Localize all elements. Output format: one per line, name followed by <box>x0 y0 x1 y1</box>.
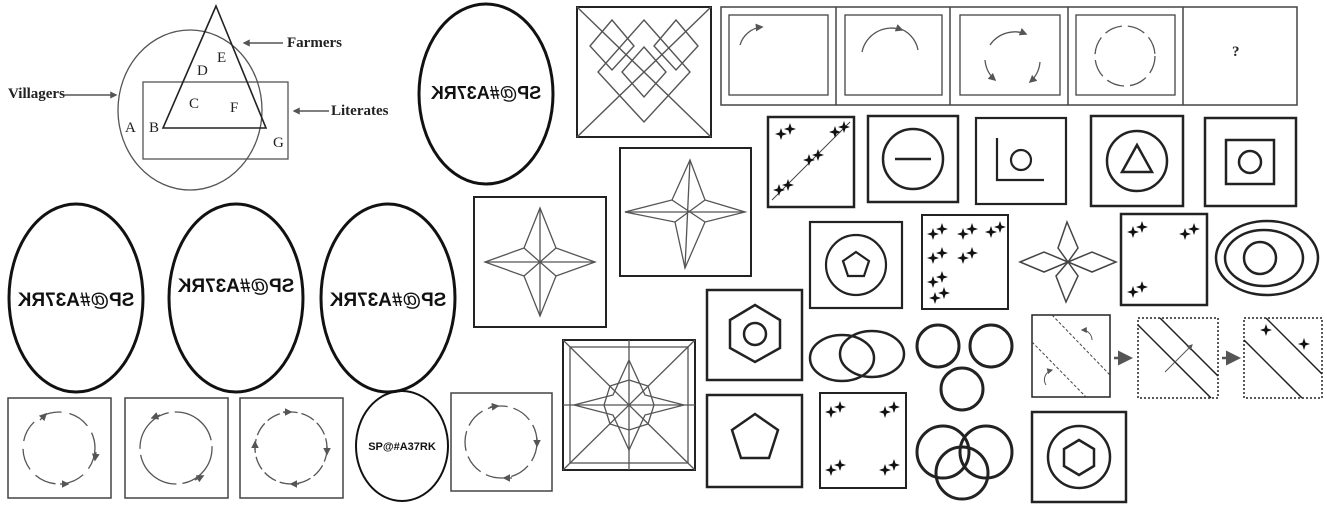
sparkle-four-box <box>819 392 907 489</box>
star-box-2 <box>619 147 752 277</box>
diagonal-sequence <box>1031 314 1323 399</box>
mirror-text: SP@#A37RK <box>431 83 542 103</box>
corner-circle-box <box>974 116 1068 206</box>
diamond-pattern-box <box>576 6 712 138</box>
sparkle-corners-box <box>1119 212 1209 307</box>
pentagon-box <box>705 393 804 489</box>
circle-line-box <box>866 114 960 204</box>
question-mark: ? <box>1232 44 1240 60</box>
mirror-text: SP@#A37RK <box>177 276 294 297</box>
normal-text: SP@#A37RK <box>368 441 436 453</box>
farmers-label: Farmers <box>287 35 342 51</box>
mirror-egg-top: SP@#A37RK <box>417 2 555 186</box>
region-a-label: A <box>125 120 136 136</box>
sparkle-diagonal-box <box>766 115 856 209</box>
flower-pattern-box <box>562 339 696 471</box>
villagers-label: Villagers <box>8 86 65 102</box>
hexagon-box <box>705 288 804 382</box>
region-e-label: E <box>217 50 226 66</box>
square-circle-box <box>1203 116 1298 208</box>
sparkle-grid-box <box>921 214 1009 310</box>
arrow-rotation-series: ? <box>720 6 1298 106</box>
egg-small: SP@#A37RK <box>355 390 449 502</box>
two-ellipses <box>808 329 906 383</box>
circle-pentagon-box <box>808 220 904 310</box>
circle-arrow-box-1 <box>7 397 112 499</box>
region-c-label: C <box>189 96 199 112</box>
mirror-text: SP@#A37RK <box>329 290 446 311</box>
region-b-label: B <box>149 120 159 136</box>
three-circles-overlap <box>915 424 1014 501</box>
star-box-1 <box>473 196 607 328</box>
region-d-label: D <box>197 63 208 79</box>
circle-triangle-box <box>1089 114 1185 208</box>
circle-arrow-box-2 <box>124 397 229 499</box>
mirror-text: SP@#A37RK <box>17 290 134 311</box>
region-g-label: G <box>273 135 284 151</box>
circle-hexagon-box <box>1030 410 1128 504</box>
mirror-egg-2: SP@#A37RK <box>167 202 305 394</box>
circle-arrow-box-4 <box>450 392 553 492</box>
region-f-label: F <box>230 100 238 116</box>
nested-ovals <box>1214 219 1320 297</box>
four-petal-shape <box>1018 219 1118 304</box>
three-circles-row <box>915 323 1014 412</box>
venn-diagram: Villagers Farmers Literates A B C D E F … <box>8 3 389 191</box>
circle-arrow-box-3 <box>239 397 344 499</box>
literates-label: Literates <box>331 103 389 119</box>
mirror-egg-3: SP@#A37RK <box>319 202 457 394</box>
mirror-egg-1: SP@#A37RK <box>7 202 145 394</box>
